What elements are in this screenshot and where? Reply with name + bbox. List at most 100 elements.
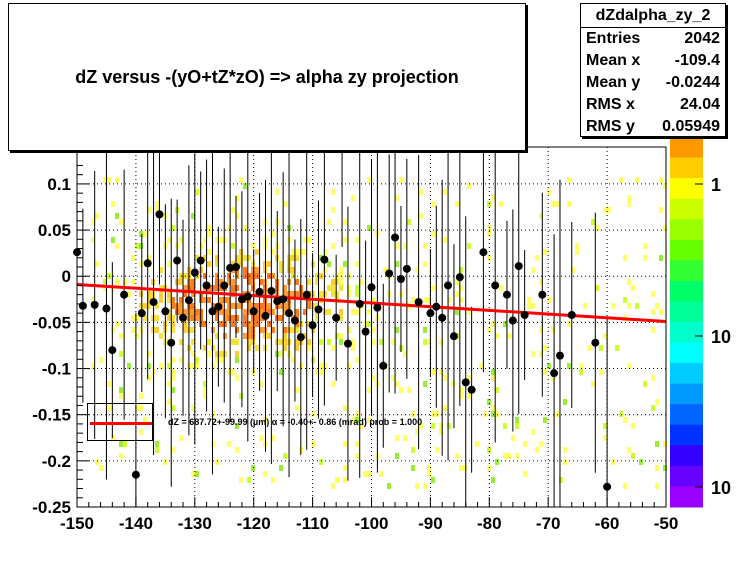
data-point bbox=[78, 301, 87, 310]
data-point bbox=[514, 262, 523, 271]
x-tick-label: -70 bbox=[536, 514, 561, 533]
data-point bbox=[267, 287, 276, 295]
x-tick-label: -90 bbox=[418, 514, 443, 533]
data-point bbox=[143, 259, 152, 268]
x-tick-label: -120 bbox=[237, 514, 271, 533]
y-axis: 0.1 0.05 0 -0.05 -0.1 -0.15 -0.2 -0.25 bbox=[32, 164, 89, 517]
palette-tick-label: 10 bbox=[711, 478, 731, 498]
data-points bbox=[73, 143, 612, 491]
x-tick-label: -80 bbox=[477, 514, 502, 533]
data-point bbox=[391, 233, 400, 242]
stats-box: dZdalpha_zy_2 Entries 2042 Mean x -109.4 M… bbox=[580, 3, 726, 137]
x-tick-label: -140 bbox=[119, 514, 153, 533]
data-point bbox=[308, 321, 317, 330]
data-point bbox=[343, 339, 352, 348]
data-point bbox=[290, 316, 299, 325]
data-point bbox=[302, 290, 311, 299]
y-tick-label: -0.1 bbox=[42, 360, 71, 379]
palette-band bbox=[670, 465, 703, 487]
data-point bbox=[314, 305, 323, 314]
palette-band bbox=[670, 260, 703, 282]
data-point bbox=[361, 327, 370, 336]
y-tick-label: 0 bbox=[62, 267, 71, 286]
data-point bbox=[438, 313, 447, 322]
palette-tick-label: 10 bbox=[711, 327, 731, 347]
palette-band bbox=[670, 239, 703, 261]
legend-box bbox=[87, 403, 153, 441]
data-point bbox=[261, 311, 270, 320]
data-point bbox=[603, 482, 612, 491]
data-point bbox=[479, 248, 488, 257]
data-point bbox=[355, 299, 364, 308]
chart-title: dZ versus -(yO+tZ*zO) => alpha zy projec… bbox=[75, 66, 459, 87]
y-tick-label: 0.1 bbox=[47, 175, 71, 194]
data-point bbox=[502, 290, 511, 299]
data-point bbox=[202, 281, 211, 290]
x-tick-label: -110 bbox=[296, 514, 329, 533]
data-point bbox=[90, 300, 99, 309]
data-point bbox=[296, 333, 305, 342]
x-tick-label: -130 bbox=[178, 514, 212, 533]
data-point bbox=[243, 292, 252, 301]
data-point bbox=[226, 263, 235, 272]
data-point bbox=[379, 361, 388, 370]
stats-row-rms-x: RMS x 24.04 bbox=[586, 96, 720, 113]
data-point bbox=[167, 338, 176, 347]
palette-band bbox=[670, 157, 703, 179]
palette-band bbox=[670, 342, 703, 364]
data-point bbox=[161, 307, 170, 316]
x-tick-label: -50 bbox=[654, 514, 679, 533]
data-point bbox=[173, 256, 182, 265]
data-point bbox=[102, 304, 111, 313]
data-point bbox=[255, 287, 264, 296]
x-tick-label: -150 bbox=[60, 514, 94, 533]
data-point bbox=[155, 210, 164, 219]
palette-band bbox=[670, 280, 703, 302]
palette-band bbox=[670, 301, 703, 323]
data-point bbox=[550, 369, 559, 378]
data-point bbox=[179, 313, 188, 322]
palette-band bbox=[670, 486, 703, 508]
data-point bbox=[220, 281, 229, 290]
data-point bbox=[426, 309, 435, 318]
data-point bbox=[467, 385, 476, 394]
data-point bbox=[455, 273, 464, 282]
data-point bbox=[520, 311, 529, 319]
palette-band bbox=[670, 404, 703, 426]
data-point bbox=[367, 283, 376, 292]
data-point bbox=[508, 316, 517, 325]
data-point bbox=[491, 281, 500, 290]
data-point bbox=[196, 256, 205, 265]
y-tick-label: -0.05 bbox=[32, 313, 71, 332]
x-axis: -150 -140 -130 -120 -110 -100 -90 -80 -70 -60 -50 bbox=[60, 497, 678, 533]
palette-band bbox=[670, 424, 703, 446]
data-point bbox=[396, 275, 405, 283]
data-point bbox=[332, 313, 341, 322]
data-point bbox=[555, 351, 564, 360]
stats-row-entries: Entries 2042 bbox=[586, 30, 720, 47]
palette-band bbox=[670, 363, 703, 385]
fit-result-label: dZ = 687.72+-99.99 (µm) α = -0.40+- 0.86… bbox=[168, 417, 423, 427]
data-point bbox=[444, 281, 453, 290]
palette-band bbox=[670, 383, 703, 405]
stats-row-mean-x: Mean x -109.4 bbox=[586, 52, 720, 69]
y-tick-label: -0.2 bbox=[42, 452, 71, 471]
palette-band bbox=[670, 178, 703, 200]
data-point bbox=[232, 263, 241, 271]
data-point bbox=[184, 296, 193, 305]
data-point bbox=[449, 332, 458, 341]
stats-row-mean-y: Mean y -0.0244 bbox=[586, 74, 720, 91]
data-point bbox=[214, 302, 223, 311]
data-point bbox=[208, 307, 217, 316]
data-point bbox=[414, 298, 423, 307]
data-point bbox=[285, 309, 294, 318]
palette-band bbox=[670, 322, 703, 344]
data-point bbox=[373, 303, 382, 312]
title-box: dZ versus -(yO+tZ*zO) => alpha zy projec… bbox=[8, 3, 526, 151]
x-tick-label: -60 bbox=[595, 514, 620, 533]
data-point bbox=[432, 302, 441, 311]
data-point bbox=[567, 311, 576, 319]
data-point bbox=[538, 290, 547, 299]
data-point bbox=[402, 264, 411, 273]
stats-row-rms-y: RMS y 0.05949 bbox=[586, 118, 720, 135]
